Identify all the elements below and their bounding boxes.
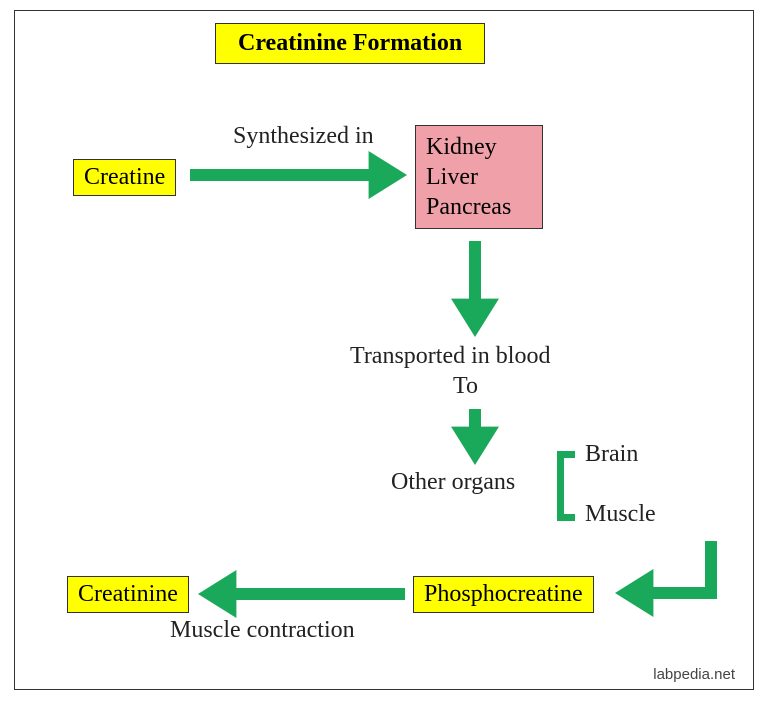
diagram-frame: Creatinine Formation Creatine Synthesize… (14, 10, 754, 690)
arrows-layer (15, 11, 755, 691)
arrow-muscle-to-phosphocreatine (627, 541, 711, 593)
